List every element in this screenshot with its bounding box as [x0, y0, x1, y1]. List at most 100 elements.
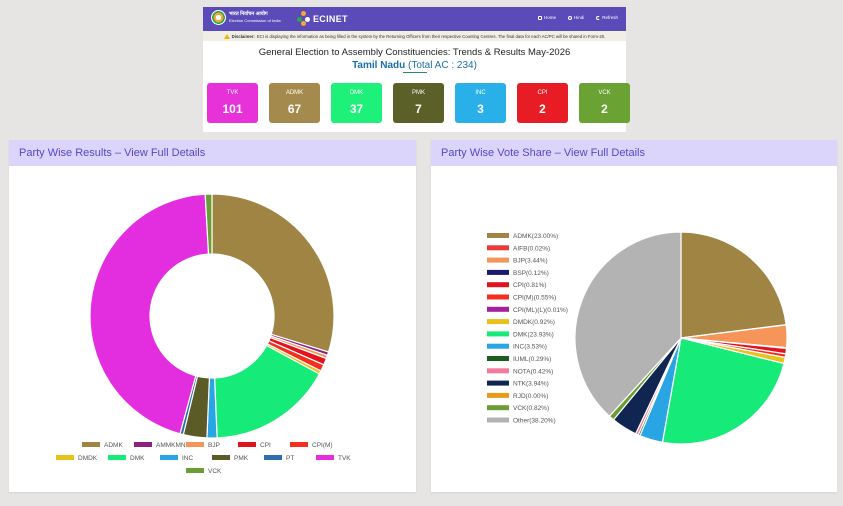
legend-item-other[interactable]: Other(38.20%): [487, 417, 556, 425]
language-icon: [567, 15, 572, 20]
legend-item-nota[interactable]: NOTA(0.42%): [487, 368, 553, 375]
slice-other[interactable]: [574, 231, 682, 418]
legend-item-cpi[interactable]: CPI(0.81%): [487, 282, 547, 289]
legend-item-rjd[interactable]: RJD(0.00%): [487, 392, 548, 400]
legend-item-inc[interactable]: INC: [160, 455, 194, 462]
legend-swatch: [487, 269, 509, 275]
slice-admk[interactable]: [211, 193, 335, 353]
legend-swatch: [487, 245, 509, 251]
vote-share-title[interactable]: Party Wise Vote Share – View Full Detail…: [431, 140, 837, 166]
legend-item-cpi-m[interactable]: CPI(M)(0.55%): [487, 294, 556, 302]
legend-item-ntk[interactable]: NTK(3.94%): [487, 380, 549, 388]
party-tile-count: 2: [601, 102, 608, 116]
legend-label: DMK(23.93%): [513, 331, 554, 338]
legend-label: AMMKMNKZ: [156, 442, 194, 449]
legend-label: BJP: [208, 442, 220, 449]
legend-item-ammkmnkz[interactable]: AMMKMNKZ: [134, 442, 194, 449]
legend-label: Other(38.20%): [513, 418, 556, 425]
legend-swatch: [186, 468, 204, 473]
party-tile-name: TVK: [226, 90, 239, 96]
party-tile-pmk[interactable]: PMK 7: [393, 83, 444, 123]
legend-swatch: [212, 455, 230, 460]
party-tile-vck[interactable]: VCK 2: [579, 83, 630, 123]
legend-item-cpi[interactable]: CPI: [238, 442, 271, 449]
state-heading: Tamil Nadu (Total AC : 234): [203, 60, 626, 71]
nav-home-link[interactable]: Home: [537, 15, 556, 20]
party-tile-name: ADMK: [285, 90, 304, 96]
legend-label: RJD(0.00%): [513, 393, 548, 400]
legend-item-pt[interactable]: PT: [264, 455, 294, 462]
legend-swatch: [487, 331, 509, 337]
legend-label: CPI(0.81%): [513, 282, 547, 289]
legend-item-dmk[interactable]: DMK: [108, 455, 145, 462]
legend-label: DMDK(0.92%): [513, 319, 555, 326]
legend-item-inc[interactable]: INC(3.53%): [487, 343, 547, 351]
legend-label: PMK: [234, 455, 249, 462]
legend-item-cpi-ml-l[interactable]: CPI(ML)(L)(0.01%): [487, 306, 568, 314]
legend-swatch: [487, 380, 509, 386]
eci-logo[interactable]: भारत निर्वाचन आयोग Election Commission o…: [211, 10, 281, 25]
legend-item-bjp[interactable]: BJP: [186, 442, 220, 449]
legend-item-admk[interactable]: ADMK: [82, 442, 123, 449]
legend-label: ADMK: [104, 442, 123, 449]
legend-item-vck[interactable]: VCK(0.82%): [487, 405, 549, 412]
legend-swatch: [487, 319, 509, 325]
home-icon: [537, 15, 542, 20]
legend-item-bsp[interactable]: BSP(0.12%): [487, 269, 549, 277]
legend-label: TVK: [338, 455, 351, 462]
legend-item-tvk[interactable]: TVK: [316, 455, 351, 462]
party-tile-count: 101: [222, 102, 243, 116]
eci-emblem-icon: [211, 10, 226, 25]
party-tile-name: CPI: [537, 90, 548, 96]
disclaimer-label: Disclaimer:: [231, 33, 255, 39]
slice-vck[interactable]: [204, 193, 213, 255]
party-tile-count: 67: [287, 102, 302, 116]
party-tile-count: 37: [349, 102, 364, 116]
legend-swatch: [56, 455, 74, 460]
legend-label: CPI(M)(0.55%): [513, 295, 556, 302]
legend-item-aifb[interactable]: AIFB(0.02%): [487, 245, 550, 252]
legend-item-vck[interactable]: VCK: [186, 468, 222, 475]
party-tile-dmk[interactable]: DMK 37: [331, 83, 382, 123]
warning-icon: [223, 33, 230, 39]
ecinet-emblem-icon: [297, 11, 310, 26]
nav-hindi-link[interactable]: Hindi: [567, 15, 584, 20]
legend-item-dmdk[interactable]: DMDK: [56, 455, 98, 462]
legend-label: VCK: [208, 468, 222, 475]
party-tile-inc[interactable]: INC 3: [455, 83, 506, 123]
legend-item-dmk[interactable]: DMK(23.93%): [487, 331, 554, 338]
slice-dmk[interactable]: [661, 337, 785, 445]
legend-swatch: [487, 282, 509, 288]
party-tile-name: PMK: [411, 90, 425, 96]
legend-swatch: [238, 442, 256, 447]
legend-item-pmk[interactable]: PMK: [212, 455, 249, 462]
vote-share-panel: Party Wise Vote Share – View Full Detail…: [431, 140, 837, 492]
legend-item-iuml[interactable]: IUML(0.29%): [487, 356, 551, 363]
legend-item-bjp[interactable]: BJP(3.44%): [487, 257, 548, 265]
state-name: Tamil Nadu: [352, 60, 406, 71]
party-tile-count: 7: [415, 102, 422, 116]
eci-name-english: Election Commission of India: [229, 18, 281, 23]
navbar: भारत निर्वाचन आयोग Election Commission o…: [203, 7, 626, 31]
legend-swatch: [487, 392, 509, 398]
legend-swatch: [487, 368, 509, 374]
refresh-icon: [596, 15, 601, 20]
page-title: General Election to Assembly Constituenc…: [258, 47, 571, 58]
legend-swatch: [487, 417, 509, 423]
legend-label: CPI(ML)(L)(0.01%): [513, 307, 568, 314]
legend-swatch: [487, 294, 509, 300]
legend-label: VCK(0.82%): [513, 405, 549, 412]
slice-admk[interactable]: [680, 231, 787, 339]
slice-tvk[interactable]: [89, 193, 210, 435]
party-tile-tvk[interactable]: TVK 101: [207, 83, 258, 123]
nav-refresh-link[interactable]: Refresh: [596, 15, 618, 20]
party-tile-admk[interactable]: ADMK 67: [269, 83, 320, 123]
party-tile-cpi[interactable]: CPI 2: [517, 83, 568, 123]
legend-swatch: [290, 442, 308, 447]
legend-item-admk[interactable]: ADMK(23.00%): [487, 233, 558, 240]
legend-item-cpi-m[interactable]: CPI(M): [290, 442, 333, 449]
ecinet-logo[interactable]: ECINET: [297, 11, 348, 26]
ecinet-label: ECINET: [313, 13, 348, 24]
party-results-title[interactable]: Party Wise Results – View Full Details: [9, 140, 416, 166]
legend-item-dmdk[interactable]: DMDK(0.92%): [487, 319, 555, 326]
